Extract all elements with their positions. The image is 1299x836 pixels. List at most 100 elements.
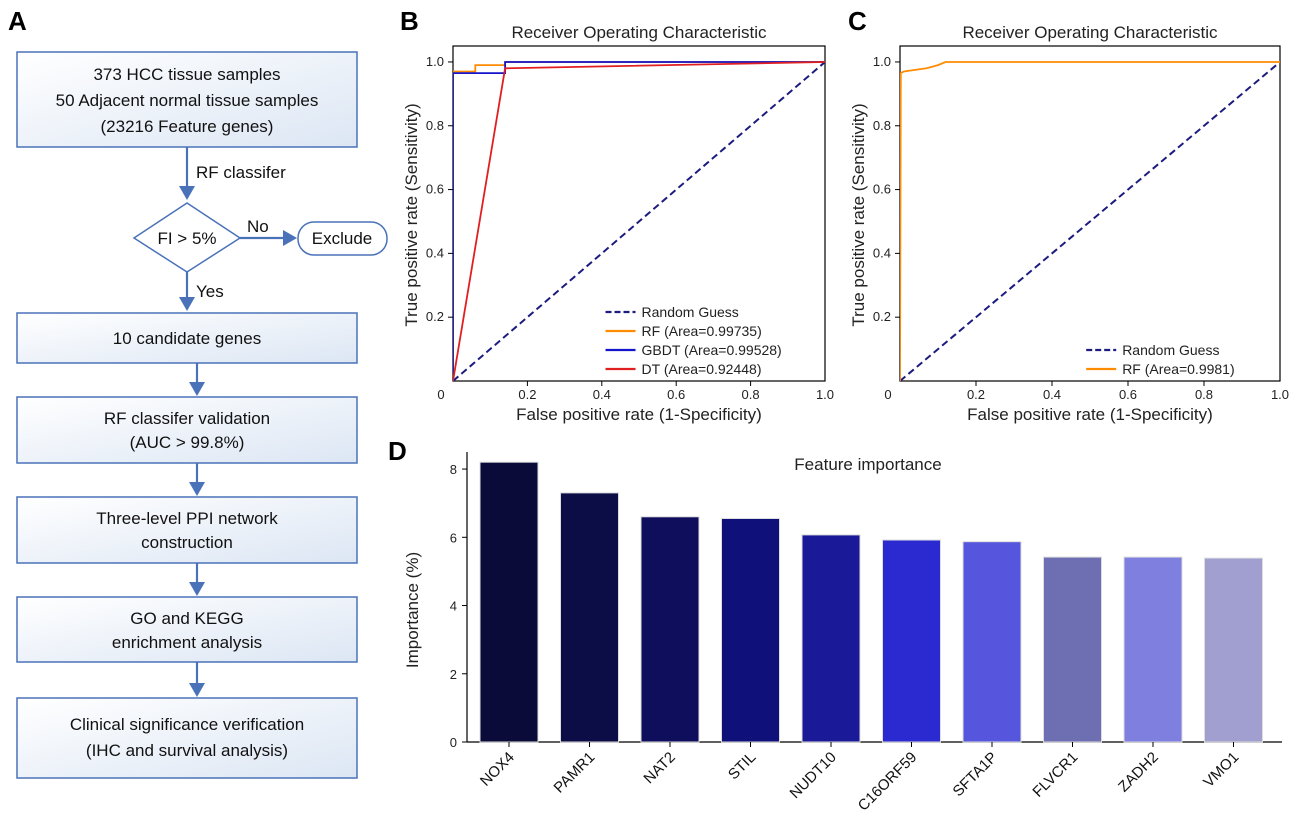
flow-box-candidate-genes [16, 312, 358, 364]
flow-box-validation-line1: RF classifer validation [104, 409, 270, 428]
importance-ytick-label-4: 8 [450, 462, 457, 477]
bar-label-pamr1: PAMR1 [551, 749, 599, 797]
flow-box-validation-line2: (AUC > 99.8%) [130, 433, 245, 452]
roc-c-series-random-guess [900, 61, 1280, 381]
flow-box-clinical-line2: (IHC and survival analysis) [86, 741, 288, 760]
bar-label-stil: STIL [725, 749, 759, 783]
roc-c-ytick-label-2: 0.6 [873, 182, 891, 197]
bar-label-c16orf59: C16ORF59 [855, 749, 921, 815]
roc-b-legend-label-dt: DT (Area=0.92448) [642, 361, 762, 377]
panel-letter-a: A [8, 6, 27, 36]
roc-c-ytick-label-3: 0.8 [873, 118, 891, 133]
flow-arrowhead-4 [189, 582, 205, 596]
flow-box-validation [16, 396, 358, 464]
flow-arrowhead-3 [189, 482, 205, 496]
roc-c-ticks: 0 0.2 0.4 0.6 0.8 1.0 0.2 0.4 0.6 0.8 1.0 [873, 54, 1289, 402]
bar-label-sfta1p: SFTA1P [950, 749, 1001, 800]
flow-label-rf-classifier: RF classifer [196, 163, 286, 182]
roc-b-title: Receiver Operating Characteristic [511, 23, 767, 42]
bar-nox4 [479, 461, 539, 743]
flow-box-enrichment-line2: enrichment analysis [112, 633, 262, 652]
roc-c-xlabel: False positive rate (1-Specificity) [967, 405, 1213, 424]
roc-b-xtick-label-2: 0.4 [593, 387, 611, 402]
roc-b-xtick-label-5: 1.0 [816, 387, 834, 402]
importance-ylabel: Importance (%) [403, 552, 422, 668]
roc-b-frame [452, 45, 826, 382]
roc-c-legend-label-rf: RF (Area=0.9981) [1122, 361, 1234, 377]
importance-category-labels: NOX4 PAMR1 NAT2 STIL NUDT10 C16ORF59 SFTA1P FLV… [477, 742, 1242, 814]
bar-vmo1 [1204, 557, 1263, 743]
roc-c-frame [899, 45, 1281, 382]
roc-c-legend-label-random-guess: Random Guess [1122, 342, 1219, 358]
flow-arrowhead-5 [189, 683, 205, 697]
bar-nat2 [640, 516, 700, 743]
roc-c-lines [900, 61, 1280, 381]
roc-c-xtick-label-2: 0.4 [1043, 387, 1061, 402]
bar-label-nox4: NOX4 [477, 749, 518, 790]
flow-arrowhead-1 [179, 186, 195, 200]
roc-chart-b: Receiver Operating Characteristic False … [402, 23, 834, 424]
roc-b-lines [453, 61, 825, 381]
roc-b-ytick-label-0: 0.2 [426, 309, 444, 324]
bar-nudt10 [801, 534, 861, 743]
roc-c-ytick-label-1: 0.4 [873, 245, 891, 260]
roc-b-ylabel: True positive rate (Sensitivity) [402, 103, 421, 326]
importance-ytick-label-1: 2 [450, 667, 457, 682]
importance-y-ticks: 0 2 4 6 8 [450, 462, 467, 750]
flow-exclude-terminal [297, 221, 388, 256]
importance-ytick-label-0: 0 [450, 735, 457, 750]
flow-label-yes: Yes [196, 282, 224, 301]
flow-box-ppi [16, 496, 358, 564]
bar-stil [721, 518, 780, 743]
roc-c-ytick-label-4: 1.0 [873, 54, 891, 69]
roc-b-ytick-label-3: 0.8 [426, 118, 444, 133]
roc-c-ylabel: True positive rate (Sensitivity) [849, 103, 868, 326]
panel-letter-b: B [400, 6, 419, 36]
roc-b-xlabel: False positive rate (1-Specificity) [516, 405, 762, 424]
importance-chart-d: Feature importance Importance (%) 02468 … [403, 452, 1282, 814]
roc-b-series-dt [453, 61, 825, 381]
roc-b-ytick-label-4: 1.0 [426, 54, 444, 69]
flow-box-ppi-line1: Three-level PPI network [96, 509, 278, 528]
roc-b-xtick-label-4: 0.8 [742, 387, 760, 402]
flow-box-samples-line3: (23216 Feature genes) [101, 117, 274, 136]
flow-arrowhead-no [283, 230, 297, 246]
flow-box-samples-line1: 373 HCC tissue samples [93, 65, 280, 84]
roc-b-legend-label-rf: RF (Area=0.99735) [642, 323, 762, 339]
roc-b-ticks: 0 0.2 0.4 0.6 0.8 1.0 0.2 0.4 0.6 0.8 1.0 [426, 54, 834, 402]
roc-c-xtick-label-5: 1.0 [1271, 387, 1289, 402]
importance-ytick-label-3: 6 [450, 530, 457, 545]
flow-box-samples-line2: 50 Adjacent normal tissue samples [56, 91, 319, 110]
roc-b-xtick-label-0: 0 [437, 387, 444, 402]
flow-box-clinical [16, 697, 358, 779]
roc-c-xtick-label-1: 0.2 [967, 387, 985, 402]
bar-label-vmo1: VMO1 [1200, 749, 1242, 791]
flow-box-enrichment [16, 596, 358, 663]
importance-bars [479, 461, 1263, 743]
flow-label-no: No [247, 217, 269, 236]
flow-box-clinical-line1: Clinical significance verification [70, 715, 304, 734]
roc-c-legend: Random Guess RF (Area=0.9981) [1086, 342, 1235, 377]
roc-b-ytick-label-1: 0.4 [426, 245, 444, 260]
roc-b-ytick-label-2: 0.6 [426, 182, 444, 197]
bar-flvcr1 [1043, 556, 1102, 743]
bar-label-nudt10: NUDT10 [787, 749, 840, 802]
roc-c-xtick-label-4: 0.8 [1195, 387, 1213, 402]
flow-decision-label: FI > 5% [157, 229, 216, 248]
roc-c-title: Receiver Operating Characteristic [962, 23, 1218, 42]
importance-ytick-label-2: 4 [450, 599, 457, 614]
roc-b-legend: Random Guess RF (Area=0.99735) GBDT (Area=… [605, 304, 782, 377]
flow-box-candidate-genes-line1: 10 candidate genes [113, 329, 261, 348]
bar-pamr1 [560, 492, 619, 743]
importance-title: Feature importance [794, 455, 941, 474]
bar-sfta1p [962, 541, 1022, 743]
bar-zadh2 [1123, 556, 1183, 743]
flow-box-samples [16, 51, 358, 148]
panel-letter-c: C [848, 6, 867, 36]
roc-b-legend-label-gbdt: GBDT (Area=0.99528) [642, 342, 782, 358]
roc-c-xtick-label-0: 0 [884, 387, 891, 402]
roc-b-legend-label-random-guess: Random Guess [642, 304, 739, 320]
bar-c16orf59 [882, 539, 941, 743]
bar-label-zadh2: ZADH2 [1115, 749, 1162, 796]
